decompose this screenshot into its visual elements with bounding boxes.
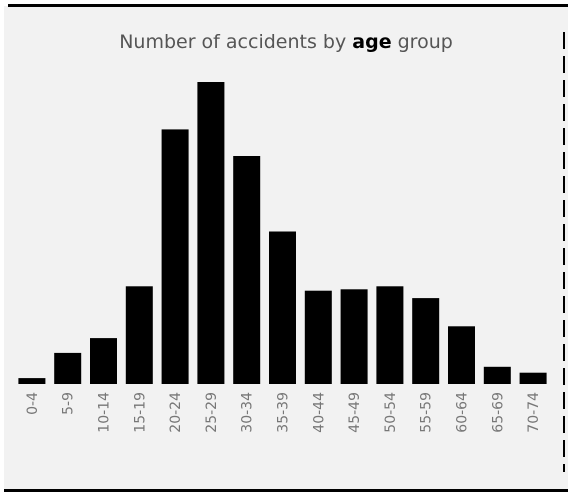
chart-title-highlight: age (352, 31, 392, 53)
bar-65-69[interactable] (483, 366, 511, 384)
chart-title: Number of accidents by age group (4, 31, 568, 53)
x-tick-label-30-34: 30-34 (240, 392, 256, 433)
x-tick-label-70-74: 70-74 (526, 392, 542, 433)
x-tick-label-40-44: 40-44 (311, 392, 327, 433)
x-tick-label-60-64: 60-64 (455, 392, 471, 433)
x-tick-label-15-19: 15-19 (132, 392, 148, 433)
x-tick-label-5-9: 5-9 (61, 392, 77, 415)
bottom-border-rule (4, 489, 568, 492)
bar-55-59[interactable] (412, 298, 440, 384)
bar-50-54[interactable] (376, 286, 404, 384)
x-tick-label-10-14: 10-14 (97, 392, 113, 433)
x-tick-label-55-59: 55-59 (419, 392, 435, 433)
bar-30-34[interactable] (233, 156, 261, 384)
bar-10-14[interactable] (90, 338, 117, 384)
bar-0-4[interactable] (18, 378, 46, 384)
x-tick-label-0-4: 0-4 (25, 392, 41, 415)
bar-60-64[interactable] (448, 326, 475, 384)
top-border-rule (8, 4, 568, 7)
bar-20-24[interactable] (161, 129, 189, 384)
x-tick-label-65-69: 65-69 (490, 392, 506, 433)
bar-25-29[interactable] (197, 82, 225, 384)
chart-title-suffix: group (397, 31, 453, 53)
bar-70-74[interactable] (519, 372, 547, 384)
chart-title-prefix: Number of accidents by (119, 31, 347, 53)
x-tick-label-35-39: 35-39 (276, 392, 292, 433)
bar-15-19[interactable] (125, 286, 153, 384)
bar-45-49[interactable] (340, 289, 368, 384)
bar-35-39[interactable] (269, 231, 296, 385)
x-tick-label-45-49: 45-49 (347, 392, 363, 433)
x-tick-label-20-24: 20-24 (168, 392, 184, 433)
x-tick-label-25-29: 25-29 (204, 392, 220, 433)
bar-40-44[interactable] (304, 290, 332, 384)
x-tick-label-50-54: 50-54 (383, 392, 399, 433)
bar-5-9[interactable] (54, 352, 82, 384)
